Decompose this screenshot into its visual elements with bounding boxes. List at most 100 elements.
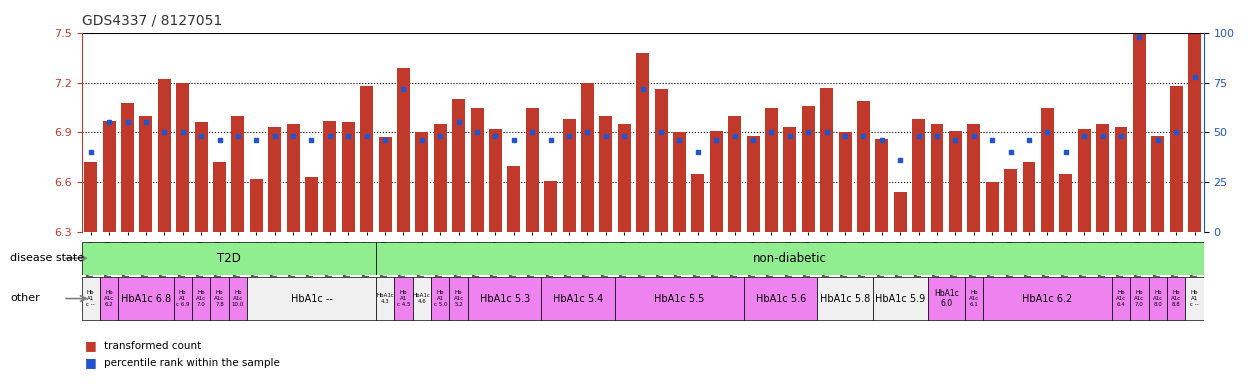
Bar <box>192 277 211 320</box>
Bar <box>820 88 833 232</box>
Point <box>688 149 709 156</box>
Point <box>265 133 285 139</box>
Point <box>909 133 929 139</box>
Point <box>394 86 414 92</box>
Bar <box>525 108 539 232</box>
Bar <box>287 124 300 232</box>
Bar <box>305 177 319 232</box>
Bar <box>930 124 943 232</box>
Bar <box>247 277 376 320</box>
Bar <box>673 132 686 232</box>
Bar <box>614 277 744 320</box>
Text: ■: ■ <box>85 356 97 369</box>
Point <box>559 133 579 139</box>
Text: percentile rank within the sample: percentile rank within the sample <box>104 358 280 368</box>
Bar <box>744 277 818 320</box>
Text: HbA1c 5.9: HbA1c 5.9 <box>875 293 925 304</box>
Bar <box>599 116 612 232</box>
Bar <box>376 277 394 320</box>
Point <box>982 137 1002 144</box>
Bar <box>177 83 189 232</box>
Bar <box>1022 162 1036 232</box>
Bar <box>949 131 962 232</box>
Bar <box>194 122 208 232</box>
Bar <box>784 127 796 232</box>
Point <box>375 137 395 144</box>
Text: Hb
A1c
7.8: Hb A1c 7.8 <box>214 290 224 307</box>
Point <box>670 137 690 144</box>
Text: HbA1c
6.0: HbA1c 6.0 <box>934 289 958 308</box>
Point <box>301 137 321 144</box>
Bar <box>636 53 650 232</box>
Text: other: other <box>10 293 40 303</box>
Bar <box>342 122 355 232</box>
Bar <box>158 79 171 232</box>
Point <box>430 133 450 139</box>
Text: HbA1c 5.3: HbA1c 5.3 <box>479 293 529 304</box>
Text: Hb
A1
c 6.9: Hb A1 c 6.9 <box>176 290 189 307</box>
Bar <box>1112 277 1130 320</box>
Point <box>744 137 764 144</box>
Text: transformed count: transformed count <box>104 341 202 351</box>
Point <box>228 133 248 139</box>
Point <box>854 133 874 139</box>
Text: Hb
A1
c 5.0: Hb A1 c 5.0 <box>434 290 446 307</box>
Bar <box>986 182 998 232</box>
Point <box>725 133 745 139</box>
Bar <box>228 277 247 320</box>
Point <box>283 133 303 139</box>
Bar <box>1130 277 1149 320</box>
Text: Hb
A1c
7.0: Hb A1c 7.0 <box>196 290 206 307</box>
Point <box>1166 129 1186 136</box>
Bar <box>434 124 446 232</box>
Point <box>449 119 469 126</box>
Point <box>191 133 211 139</box>
Point <box>799 129 819 136</box>
Bar <box>1149 277 1167 320</box>
Point <box>1185 73 1205 79</box>
Bar <box>379 137 391 232</box>
Text: GDS4337 / 8127051: GDS4337 / 8127051 <box>82 13 222 27</box>
Bar <box>103 121 115 232</box>
Text: HbA1c 5.5: HbA1c 5.5 <box>655 293 705 304</box>
Point <box>135 119 155 126</box>
Bar <box>508 166 520 232</box>
Point <box>504 137 524 144</box>
Bar <box>1060 174 1072 232</box>
Point <box>596 133 616 139</box>
Point <box>816 129 836 136</box>
Bar <box>928 277 964 320</box>
Point <box>946 137 966 144</box>
Text: T2D: T2D <box>217 252 241 265</box>
Point <box>1037 129 1057 136</box>
Bar <box>398 68 410 232</box>
Bar <box>250 179 263 232</box>
Bar <box>118 277 173 320</box>
Point <box>1020 137 1040 144</box>
Bar <box>1170 86 1183 232</box>
Text: Hb
A1c
5.2: Hb A1c 5.2 <box>454 290 464 307</box>
Point <box>118 119 138 126</box>
Point <box>614 133 635 139</box>
Bar <box>1185 277 1204 320</box>
Text: HbA1c 5.4: HbA1c 5.4 <box>553 293 603 304</box>
Text: Hb
A1
c --: Hb A1 c -- <box>87 290 95 307</box>
Bar <box>470 108 484 232</box>
Bar <box>765 108 777 232</box>
Bar <box>710 131 722 232</box>
Point <box>1075 133 1095 139</box>
Text: Hb
A1c
7.0: Hb A1c 7.0 <box>1135 290 1145 307</box>
Point <box>522 129 542 136</box>
Point <box>209 137 229 144</box>
Text: Hb
A1c
10.0: Hb A1c 10.0 <box>232 290 245 307</box>
Point <box>706 137 726 144</box>
Point <box>339 133 359 139</box>
Text: Hb
A1
c --: Hb A1 c -- <box>1190 290 1199 307</box>
Bar <box>82 277 100 320</box>
Point <box>872 137 892 144</box>
Bar <box>967 124 981 232</box>
Point <box>964 133 984 139</box>
Text: disease state: disease state <box>10 253 84 263</box>
Bar <box>983 277 1112 320</box>
Text: Hb
A1c
6.1: Hb A1c 6.1 <box>969 290 979 307</box>
